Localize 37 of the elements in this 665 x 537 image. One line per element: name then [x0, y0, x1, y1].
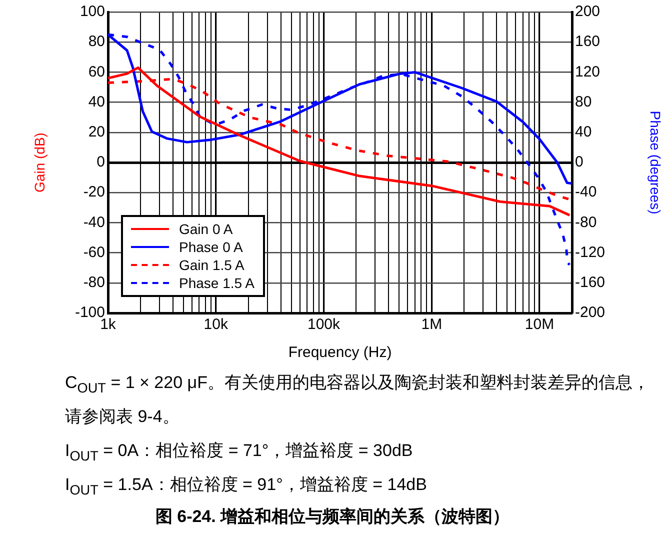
legend-label: Phase 1.5 A: [179, 274, 255, 292]
y-tick-label: -60: [83, 244, 105, 261]
x-axis-title: Frequency (Hz): [288, 344, 392, 362]
y2-axis-title: Phase (degrees): [648, 110, 664, 214]
y-tick-label: -40: [83, 214, 105, 231]
y2-tick-label: 80: [575, 93, 592, 110]
y-axis-title: Gain (dB): [31, 132, 48, 192]
y2-tick-label: -160: [575, 274, 606, 292]
y-tick-label: 0: [96, 154, 105, 171]
x-tick-label: 100k: [307, 316, 341, 334]
text: I$_{OUT}$ = 0A：相位裕度 = 71°，增益裕度 = 30dB: [65, 440, 414, 466]
x-tick-label: 10M: [524, 316, 554, 334]
y-tick-label: 20: [88, 124, 105, 141]
legend-label: Gain 1.5 A: [179, 256, 244, 274]
y-tick-label: 100: [80, 3, 105, 20]
y-tick-label: 40: [88, 93, 105, 110]
text: I$_{OUT}$ = 1.5A：相位裕度 = 91°，增益裕度 = 14dB: [65, 474, 428, 500]
x-tick-label: 10k: [204, 316, 228, 334]
y-tick-label: -80: [83, 274, 105, 292]
y-tick-label: 60: [88, 63, 105, 80]
text: 图 6-24. 增益和相位与频率间的关系（波特图）: [154, 506, 511, 528]
y-tick-label: 80: [88, 33, 105, 50]
y2-tick-label: 0: [575, 154, 584, 171]
y2-tick-label: -200: [575, 304, 606, 322]
y2-tick-label: -80: [575, 214, 597, 231]
y2-tick-label: -40: [575, 184, 597, 201]
x-tick-label: 1M: [421, 316, 442, 334]
y2-tick-label: 40: [575, 124, 592, 141]
y2-tick-label: 200: [575, 3, 600, 20]
legend-label: Gain 0 A: [179, 220, 233, 238]
y2-tick-label: 160: [575, 33, 600, 50]
y2-tick-label: 120: [575, 63, 600, 80]
text: C$_{OUT}$ = 1 × 220 μF。有关使用的电容器以及陶瓷封装和塑料封装差异的信息，请参阅表 9-4。: [65, 372, 650, 428]
y-tick-label: -20: [83, 184, 105, 201]
y2-tick-label: -120: [575, 244, 606, 261]
x-tick-label: 1k: [100, 316, 116, 334]
legend-label: Phase 0 A: [179, 238, 243, 256]
